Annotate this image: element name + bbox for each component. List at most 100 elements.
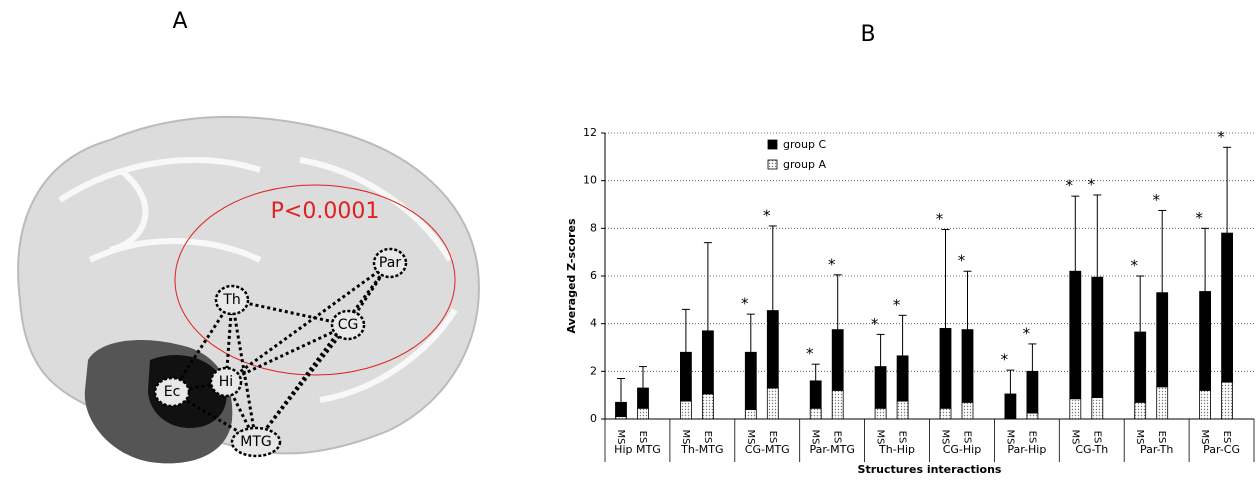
significance-marker: *	[1195, 209, 1203, 227]
significance-marker: *	[1001, 351, 1009, 369]
bar-segment	[1221, 232, 1233, 383]
bar-segment	[1026, 370, 1039, 414]
x-tick-label: MS	[1199, 430, 1210, 445]
x-tick-label: ES	[637, 431, 648, 444]
x-tick-label: ES	[1026, 431, 1037, 444]
bar-segment	[766, 310, 779, 389]
bar-segment	[896, 355, 909, 402]
bar-segment	[1156, 386, 1169, 420]
node-label: Par	[379, 255, 401, 271]
significance-marker: *	[1088, 175, 1096, 193]
y-tick-label: 6	[590, 269, 597, 282]
group-label: Hip MTG	[614, 443, 661, 456]
significance-marker: *	[871, 315, 879, 333]
group-label: Th-MTG	[680, 443, 723, 456]
x-tick-label: ES	[1221, 431, 1232, 444]
legend-label: group A	[783, 158, 826, 171]
x-tick-label: MS	[1134, 430, 1145, 445]
bar-segment	[1221, 381, 1233, 420]
legend-swatch	[767, 159, 778, 170]
bar-segment	[961, 401, 974, 420]
node	[214, 284, 250, 316]
bar-segment	[1199, 389, 1211, 420]
group-label: Par-MTG	[809, 443, 854, 456]
bar-segment	[744, 351, 757, 410]
bar-segment	[702, 330, 714, 395]
x-tick-label: MS	[940, 430, 951, 445]
group-label: CG-MTG	[745, 443, 790, 456]
x-tick-label: ES	[962, 431, 973, 444]
group-label: CG-Th	[1075, 443, 1108, 456]
significance-marker: *	[763, 206, 771, 224]
x-tick-label: ES	[1091, 431, 1102, 444]
bar-segment	[1026, 412, 1039, 420]
bar-segment	[1091, 397, 1104, 420]
significance-marker: *	[893, 296, 901, 314]
x-tick-label: ES	[897, 431, 908, 444]
x-tick-label: ES	[767, 431, 778, 444]
node	[209, 366, 243, 398]
legend-label: group C	[783, 138, 826, 151]
bar-segment	[874, 366, 887, 409]
brain-image	[17, 115, 480, 464]
bar-segment	[680, 400, 692, 420]
bar-segment	[1004, 393, 1017, 420]
bar-segment	[939, 407, 952, 420]
x-tick-label: MS	[810, 430, 821, 445]
node-label: MTG	[240, 434, 271, 450]
y-tick-label: 4	[590, 317, 597, 330]
bar-segment	[702, 393, 714, 420]
x-tick-label: MS	[680, 430, 691, 445]
group-label: Par-Th	[1140, 443, 1173, 456]
x-tick-label: MS	[1069, 430, 1080, 445]
significance-marker: *	[1130, 257, 1138, 275]
bar-segment	[1156, 292, 1169, 388]
node-label: CG	[338, 317, 359, 333]
bar-segment	[874, 407, 887, 420]
significance-marker: *	[828, 255, 836, 273]
y-tick-label: 0	[590, 412, 597, 425]
node	[372, 247, 408, 279]
bar-segment	[637, 407, 649, 420]
node-group: Par Th CG Hi Ec MTG	[153, 247, 408, 458]
panel-label: B	[860, 22, 875, 47]
significance-marker: *	[1217, 128, 1225, 146]
bar-segment	[961, 329, 974, 403]
x-tick-label: MS	[1004, 430, 1015, 445]
x-tick-label: MS	[875, 430, 886, 445]
bar-segment	[744, 409, 757, 420]
significance-marker: *	[1023, 324, 1031, 342]
bar-segment	[809, 380, 822, 409]
x-tick-label: ES	[832, 431, 843, 444]
y-axis-title: Averaged Z-scores	[565, 218, 578, 333]
chart: 0 2 4 6 8 10 12 Averaged Z-scores Structures int…	[565, 126, 1255, 476]
group-label: Th-Hip	[878, 443, 915, 456]
bar-segment	[831, 389, 844, 420]
significance-marker: *	[741, 295, 749, 313]
group-label: Par-CG	[1203, 443, 1240, 456]
panel-label: A	[172, 9, 187, 34]
bar-segment	[809, 407, 822, 420]
significance-marker: *	[936, 210, 944, 228]
node	[153, 376, 191, 408]
legend-swatch	[767, 139, 778, 150]
group-label: CG-Hip	[943, 443, 982, 456]
y-tick-label: 2	[590, 364, 597, 377]
x-axis-title: Structures interactions	[858, 463, 1002, 476]
bar-segment	[1134, 331, 1147, 403]
bar-segment	[831, 329, 844, 391]
bar-segment	[615, 401, 627, 418]
y-tick-label: 12	[583, 126, 597, 139]
bar-segment	[1199, 291, 1211, 391]
bar-segment	[1069, 398, 1082, 420]
node	[230, 426, 282, 458]
bar-segment	[939, 328, 952, 409]
x-tick-label: MS	[615, 430, 626, 445]
significance-marker: *	[1152, 191, 1160, 209]
significance-marker: *	[958, 252, 966, 270]
bar-segment	[680, 351, 692, 402]
bar-segment	[1091, 276, 1104, 398]
node	[330, 309, 366, 341]
x-tick-label: MS	[745, 430, 756, 445]
bar-segment	[637, 387, 649, 409]
